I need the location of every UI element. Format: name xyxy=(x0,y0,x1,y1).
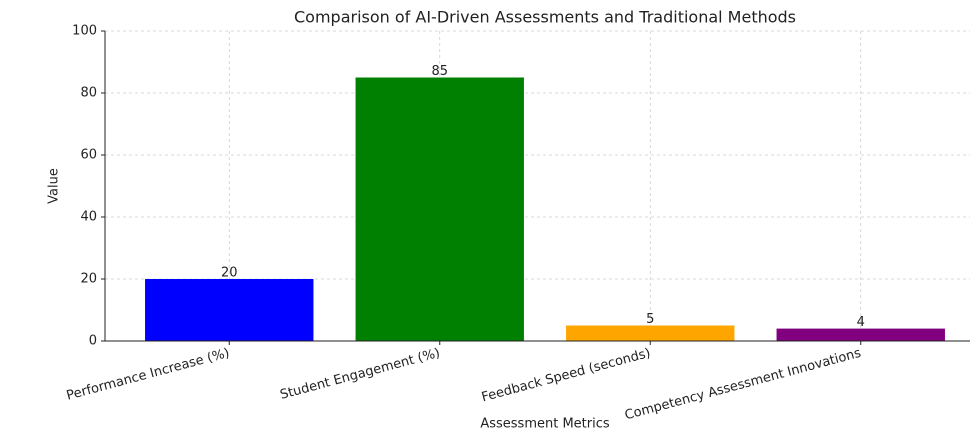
y-tick-label: 100 xyxy=(72,24,97,39)
x-tick-label: Feedback Speed (seconds) xyxy=(480,346,652,406)
bar xyxy=(145,279,314,341)
data-label: 5 xyxy=(646,312,654,327)
data-label: 85 xyxy=(431,64,448,79)
bar xyxy=(776,328,945,341)
bar xyxy=(566,325,735,341)
y-axis-label: Value xyxy=(47,168,62,204)
bar xyxy=(355,77,524,341)
chart-title: Comparison of AI-Driven Assessments and … xyxy=(294,8,796,27)
y-tick-label: 0 xyxy=(89,334,97,349)
x-axis-label: Assessment Metrics xyxy=(480,417,610,432)
y-tick-label: 60 xyxy=(80,148,97,163)
y-tick-label: 40 xyxy=(80,210,97,225)
data-label: 20 xyxy=(221,266,238,281)
x-tick-label: Performance Increase (%) xyxy=(65,346,231,404)
y-tick-label: 20 xyxy=(80,272,97,287)
x-tick-label: Competency Assessment Innovations xyxy=(623,346,863,424)
y-tick-label: 80 xyxy=(80,86,97,101)
data-label: 4 xyxy=(857,315,865,330)
x-tick-label: Student Engagement (%) xyxy=(279,346,442,403)
